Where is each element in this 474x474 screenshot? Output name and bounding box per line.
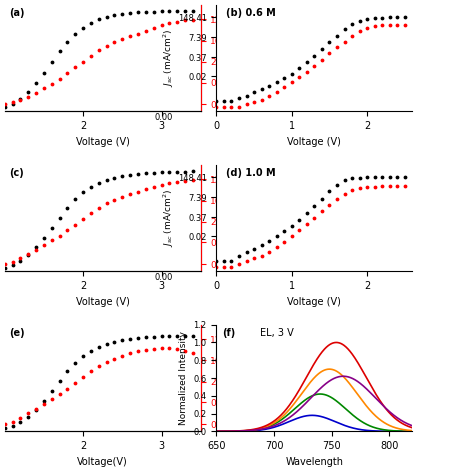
Text: (e): (e) bbox=[9, 328, 24, 338]
Text: (c): (c) bbox=[9, 168, 23, 178]
X-axis label: Voltage (V): Voltage (V) bbox=[287, 297, 341, 307]
Y-axis label: Normalized Intensity: Normalized Intensity bbox=[179, 331, 188, 425]
X-axis label: Voltage (V): Voltage (V) bbox=[76, 137, 130, 146]
Y-axis label: Radiance (μW): Radiance (μW) bbox=[246, 182, 255, 254]
Y-axis label: Radiance (μW): Radiance (μW) bbox=[246, 22, 255, 94]
Text: (a): (a) bbox=[9, 8, 24, 18]
X-axis label: Voltage (V): Voltage (V) bbox=[76, 297, 130, 307]
Text: EL, 3 V: EL, 3 V bbox=[259, 328, 293, 338]
Y-axis label: Radiance (μW): Radiance (μW) bbox=[246, 342, 255, 414]
Text: 0.00: 0.00 bbox=[155, 273, 173, 282]
Text: (f): (f) bbox=[222, 328, 236, 338]
X-axis label: Voltage (V): Voltage (V) bbox=[287, 137, 341, 146]
X-axis label: Wavelength: Wavelength bbox=[285, 456, 343, 466]
Text: (b) 0.6 M: (b) 0.6 M bbox=[226, 8, 276, 18]
Y-axis label: $J_{sc}$ (mA/cm$^2$): $J_{sc}$ (mA/cm$^2$) bbox=[162, 29, 176, 87]
X-axis label: Voltage(V): Voltage(V) bbox=[77, 456, 128, 466]
Y-axis label: $J_{sc}$ (mA/cm$^2$): $J_{sc}$ (mA/cm$^2$) bbox=[162, 189, 176, 247]
Text: (d) 1.0 M: (d) 1.0 M bbox=[226, 168, 276, 178]
Text: 0.00: 0.00 bbox=[155, 113, 173, 122]
